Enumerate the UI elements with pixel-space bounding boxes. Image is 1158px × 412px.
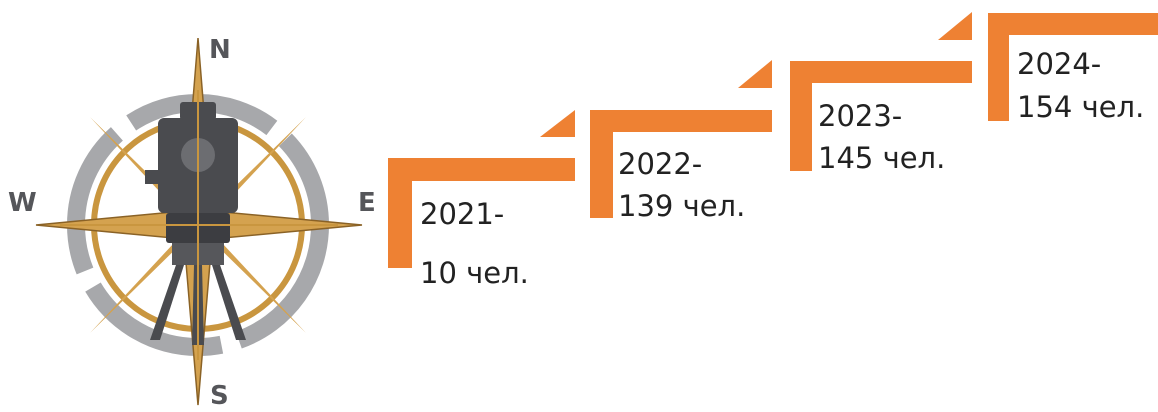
compass-letter: E bbox=[358, 188, 376, 218]
compass-letter: N bbox=[209, 35, 231, 65]
step-bar bbox=[988, 13, 1009, 121]
compass-letter: S bbox=[210, 381, 229, 411]
step-count: 139 чел. bbox=[618, 189, 745, 223]
step-bar bbox=[988, 13, 1158, 35]
step bbox=[590, 60, 772, 218]
star-point bbox=[198, 225, 306, 333]
step-bar bbox=[590, 110, 613, 218]
compass-logo: N W E S bbox=[8, 35, 376, 411]
step bbox=[388, 110, 575, 268]
step-year: 2024- bbox=[1017, 47, 1101, 81]
step-bar bbox=[388, 158, 412, 268]
step-count: 10 чел. bbox=[420, 256, 529, 290]
step-count: 145 чел. bbox=[818, 141, 945, 175]
step-year: 2021- bbox=[420, 197, 504, 231]
step-arrow bbox=[738, 60, 772, 88]
step-bar bbox=[590, 110, 772, 132]
step-bar bbox=[790, 61, 812, 171]
step-year: 2023- bbox=[818, 99, 902, 133]
step bbox=[790, 12, 972, 171]
step-bar bbox=[388, 158, 575, 181]
step-year: 2022- bbox=[618, 147, 702, 181]
star-point bbox=[90, 225, 198, 333]
step-arrow bbox=[938, 12, 972, 40]
step-bar bbox=[790, 61, 972, 83]
step-count: 154 чел. bbox=[1017, 90, 1144, 124]
step bbox=[988, 13, 1158, 121]
step-arrow bbox=[540, 110, 575, 137]
compass-letter: W bbox=[8, 188, 37, 218]
